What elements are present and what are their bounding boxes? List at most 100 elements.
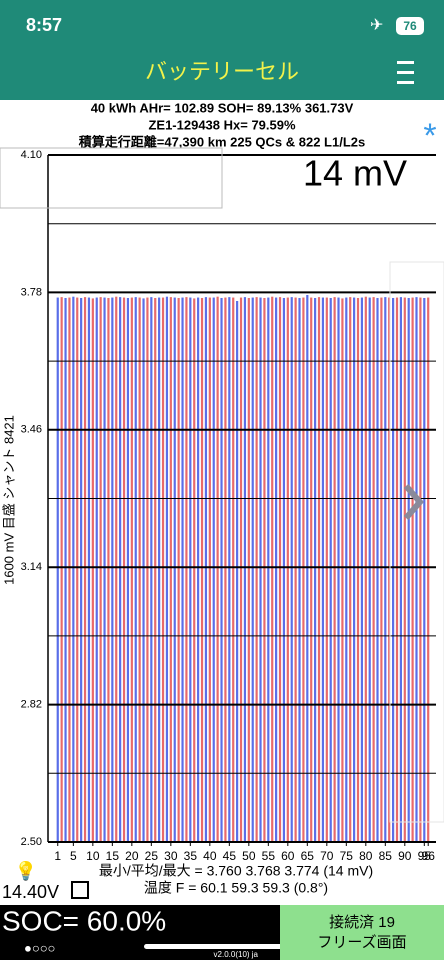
top-bar xyxy=(0,0,444,100)
bar xyxy=(161,297,165,842)
bar xyxy=(224,297,227,842)
bar xyxy=(83,297,87,842)
bar xyxy=(87,297,91,842)
bar xyxy=(251,297,254,842)
bar xyxy=(239,297,243,842)
x-tick-label: 70 xyxy=(320,849,334,863)
bar xyxy=(247,297,250,842)
soc: SOC= 60.0% xyxy=(2,905,166,936)
bar xyxy=(165,296,169,843)
freeze-label: フリーズ画面 xyxy=(317,934,406,951)
bar xyxy=(415,297,418,842)
x-tick-label: 15 xyxy=(106,849,120,863)
bar xyxy=(107,297,110,842)
bar xyxy=(126,297,130,842)
bar xyxy=(216,296,219,843)
info-line: ZE1-129438 Hx= 79.59% xyxy=(148,117,296,132)
version: v2.0.0(10) ja xyxy=(214,950,259,959)
x-tick-label: 45 xyxy=(223,849,237,863)
info-line: 40 kWh AHr= 102.89 SOH= 89.13% 361.73V xyxy=(91,100,354,115)
bar xyxy=(60,297,63,842)
side-panel xyxy=(389,261,444,823)
bar xyxy=(200,297,204,842)
bar xyxy=(189,297,192,842)
bar xyxy=(243,297,247,842)
x-tick-label: 1 xyxy=(54,849,61,863)
y-tick-label: 3.46 xyxy=(21,424,42,436)
bar xyxy=(329,297,332,842)
bar xyxy=(80,297,83,842)
bar xyxy=(138,297,141,842)
bar xyxy=(407,297,410,842)
y-tick-label: 4.10 xyxy=(21,149,42,161)
bar xyxy=(134,297,137,842)
x-tick-label: 35 xyxy=(184,849,198,863)
bar xyxy=(271,296,274,843)
temperature: 温度 F = 60.1 59.3 59.3 (0.8°) xyxy=(144,880,328,896)
next-arrow[interactable] xyxy=(403,484,424,520)
bar xyxy=(294,297,297,842)
bar xyxy=(388,297,391,842)
home-indicator xyxy=(144,944,286,949)
bar xyxy=(146,297,149,842)
menu-line xyxy=(397,71,414,74)
bar xyxy=(158,297,161,842)
bar xyxy=(197,297,200,842)
bar xyxy=(72,296,75,843)
bar xyxy=(208,297,211,842)
bar xyxy=(212,297,215,842)
bar xyxy=(130,297,133,842)
connection-button[interactable] xyxy=(280,905,444,960)
bar xyxy=(337,297,340,842)
bar xyxy=(403,297,406,842)
x-tick-label: 55 xyxy=(262,849,276,863)
bar xyxy=(64,297,67,842)
bar xyxy=(392,297,395,842)
bar xyxy=(399,297,403,842)
bar xyxy=(325,297,328,842)
bar xyxy=(177,297,180,842)
x-tick-label: 10 xyxy=(86,849,100,863)
bar xyxy=(169,297,172,842)
bar xyxy=(204,297,208,842)
x-tick-label: 90 xyxy=(398,849,412,863)
bar xyxy=(321,297,325,842)
bar xyxy=(380,297,383,842)
bar xyxy=(228,297,231,842)
soc-panel xyxy=(0,905,280,960)
x-tick-label: 20 xyxy=(125,849,139,863)
bar xyxy=(185,297,188,842)
bar xyxy=(154,297,157,842)
stats: 最小/平均/最大 = 3.760 3.768 3.774 (14 mV) xyxy=(99,863,373,879)
annotation: 14 mV xyxy=(303,153,407,194)
bulb-icon[interactable]: 💡 xyxy=(15,860,37,881)
x-tick-label: 40 xyxy=(203,849,217,863)
menu-line xyxy=(397,81,414,84)
bar xyxy=(395,297,399,842)
bar xyxy=(236,300,239,842)
x-tick-label: 50 xyxy=(242,849,256,863)
bar xyxy=(56,297,59,842)
bar xyxy=(411,297,414,842)
star-button[interactable]: * xyxy=(423,117,436,155)
bar xyxy=(263,297,266,842)
x-tick-label: 65 xyxy=(301,849,315,863)
bar xyxy=(341,298,344,842)
bar xyxy=(286,297,289,842)
clock: 8:57 xyxy=(26,15,62,35)
bar xyxy=(427,297,430,842)
bar xyxy=(255,297,258,842)
bar xyxy=(376,297,379,842)
bar xyxy=(306,294,309,842)
calendar-icon[interactable] xyxy=(71,881,89,899)
menu-button[interactable] xyxy=(397,61,414,84)
bar xyxy=(298,297,301,842)
page-dots: ●○○○ xyxy=(24,940,55,955)
bar xyxy=(99,297,102,842)
x-tick-label: 80 xyxy=(359,849,373,863)
bar xyxy=(419,297,422,842)
bar xyxy=(368,297,371,842)
bar xyxy=(259,297,262,842)
page-title: バッテリーセル xyxy=(145,59,299,84)
